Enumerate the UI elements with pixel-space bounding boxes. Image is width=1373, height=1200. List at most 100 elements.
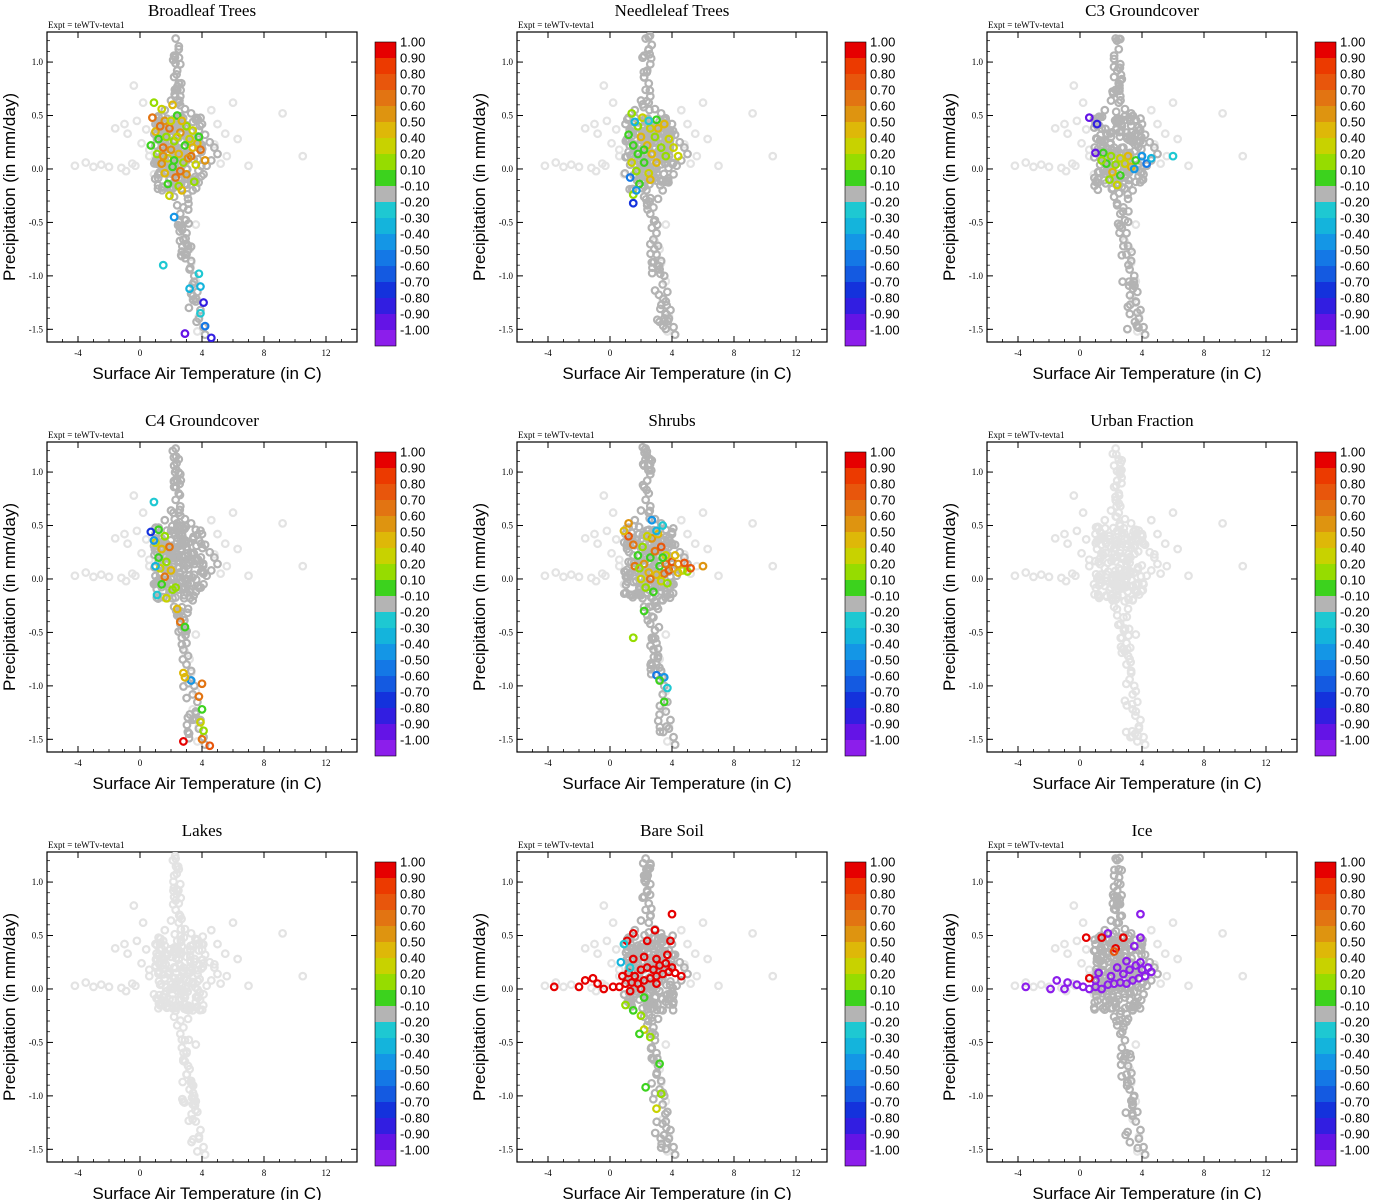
colorbar-swatch bbox=[375, 974, 396, 990]
scatter-point-gray bbox=[1120, 514, 1130, 524]
colorbar-swatch bbox=[1315, 484, 1336, 500]
scatter-point-gray bbox=[1120, 1035, 1130, 1045]
colorbar-swatch bbox=[1315, 660, 1336, 676]
scatter-point-bg bbox=[1072, 116, 1082, 126]
scatter-point-accent bbox=[200, 321, 210, 331]
scatter-point-bg bbox=[607, 958, 616, 968]
scatter-point-highlight bbox=[652, 158, 661, 167]
x-tick-label: -4 bbox=[74, 1168, 82, 1178]
colorbar-label: -0.20 bbox=[870, 604, 900, 619]
scatter-point-highlight bbox=[650, 925, 660, 935]
scatter-point-bg bbox=[1173, 134, 1183, 144]
scatter-point-bg bbox=[1029, 162, 1038, 172]
colorbar-swatch bbox=[1315, 1134, 1336, 1150]
colorbar-swatch bbox=[1315, 724, 1336, 740]
scatter-point-top bbox=[1113, 529, 1123, 539]
scatter-point-gray bbox=[1153, 149, 1162, 159]
scatter-point-bg bbox=[683, 939, 692, 949]
colorbar-swatch bbox=[1315, 532, 1336, 548]
scatter-point-highlight bbox=[656, 143, 666, 152]
scatter-point-accent bbox=[631, 185, 641, 195]
scatter-point-accent bbox=[197, 734, 207, 744]
scatter-point-accent bbox=[169, 212, 179, 222]
colorbar-swatch bbox=[845, 74, 866, 90]
scatter-point-top bbox=[1112, 918, 1121, 928]
scatter-point-bg bbox=[591, 576, 601, 586]
scatter-point-highlight bbox=[676, 971, 686, 981]
scatter-point-gray bbox=[1146, 976, 1156, 985]
colorbar: 1.000.900.800.700.600.500.400.200.10-0.1… bbox=[844, 854, 900, 1167]
scatter-point-tail bbox=[652, 1005, 662, 1015]
scatter-point-core bbox=[185, 955, 195, 965]
colorbar-swatch bbox=[375, 1006, 396, 1022]
colorbar-label: -0.50 bbox=[870, 1062, 900, 1077]
colorbar-swatch bbox=[1315, 90, 1336, 106]
scatter-point-accent bbox=[180, 329, 190, 338]
scatter-point-tail bbox=[1124, 631, 1133, 641]
scatter-point-highlight bbox=[679, 558, 689, 568]
colorbar-label: -0.40 bbox=[870, 226, 900, 241]
scatter-point-highlight bbox=[1097, 984, 1107, 994]
panel-title: Needleleaf Trees bbox=[615, 1, 730, 20]
colorbar-swatch bbox=[375, 596, 396, 612]
colorbar-swatch bbox=[1315, 122, 1336, 138]
colorbar-swatch bbox=[845, 990, 866, 1006]
y-tick-label: 1.0 bbox=[502, 877, 514, 887]
scatter-point-highlight bbox=[200, 156, 210, 165]
colorbar-label: -0.20 bbox=[870, 194, 900, 209]
colorbar-label: 0.60 bbox=[1340, 918, 1365, 933]
colorbar-frame bbox=[844, 451, 867, 757]
scatter-point-core bbox=[156, 934, 165, 943]
scatter-point-core bbox=[1130, 534, 1140, 544]
scatter-point-core bbox=[1099, 959, 1109, 969]
scatter-point-tail bbox=[643, 205, 652, 214]
scatter-point-top bbox=[639, 67, 649, 77]
y-axis-label: Precipitation (in mm/day) bbox=[0, 913, 19, 1101]
scatter-point-core bbox=[188, 557, 198, 566]
scatter-point-core bbox=[1138, 537, 1147, 547]
colorbar-label: -0.60 bbox=[1340, 668, 1370, 683]
scatter-point-gray bbox=[662, 287, 672, 297]
y-tick-label: 0.5 bbox=[32, 111, 44, 121]
x-tick-label: 8 bbox=[262, 348, 267, 358]
colorbar-label: 0.90 bbox=[1340, 870, 1365, 885]
scatter-point-highlight bbox=[1111, 160, 1121, 170]
scatter-point-gray bbox=[1123, 604, 1133, 614]
scatter-point-core bbox=[198, 932, 208, 941]
scatter-point-bg bbox=[608, 918, 618, 928]
scatter-point-bg bbox=[676, 515, 686, 525]
y-tick-label: 0.5 bbox=[32, 521, 44, 531]
colorbar-swatch bbox=[845, 500, 866, 516]
colorbar-label: 0.40 bbox=[870, 540, 895, 555]
colorbar-label: -0.30 bbox=[400, 210, 430, 225]
colorbar-label: 0.20 bbox=[400, 556, 425, 571]
scatter-point-bg bbox=[206, 925, 216, 935]
scatter-point-tail bbox=[1120, 696, 1130, 706]
scatter-point-bg bbox=[1072, 936, 1082, 946]
colorbar-label: -0.50 bbox=[1340, 652, 1370, 667]
panel-title: Ice bbox=[1132, 821, 1153, 840]
scatter-point-core bbox=[1124, 180, 1134, 189]
scatter-point-bg bbox=[748, 928, 758, 938]
colorbar: 1.000.900.800.700.600.500.400.200.10-0.1… bbox=[374, 34, 430, 347]
scatter-point-highlight bbox=[178, 158, 188, 167]
scatter-point-gray bbox=[178, 645, 188, 654]
scatter-point-core bbox=[1091, 569, 1101, 579]
scatter-point-core bbox=[189, 549, 198, 559]
scatter-point-bg bbox=[1010, 981, 1020, 991]
scatter-point-gray bbox=[669, 322, 678, 332]
colorbar-label: 1.00 bbox=[400, 34, 425, 49]
scatter-point-tail bbox=[182, 693, 192, 703]
scatter-point-accent bbox=[185, 284, 195, 294]
scatter-point-tail bbox=[1117, 1027, 1127, 1037]
scatter-point-gray bbox=[1145, 547, 1155, 557]
scatter-point-highlight bbox=[1103, 928, 1113, 938]
scatter-point-bg bbox=[703, 134, 713, 144]
colorbar-swatch bbox=[1315, 676, 1336, 692]
scatter-point-tail bbox=[179, 1003, 189, 1013]
y-tick-label: 1.0 bbox=[972, 467, 984, 477]
colorbar-frame bbox=[374, 451, 397, 757]
scatter-point-top bbox=[168, 446, 178, 456]
scatter-point-gray bbox=[205, 137, 215, 147]
